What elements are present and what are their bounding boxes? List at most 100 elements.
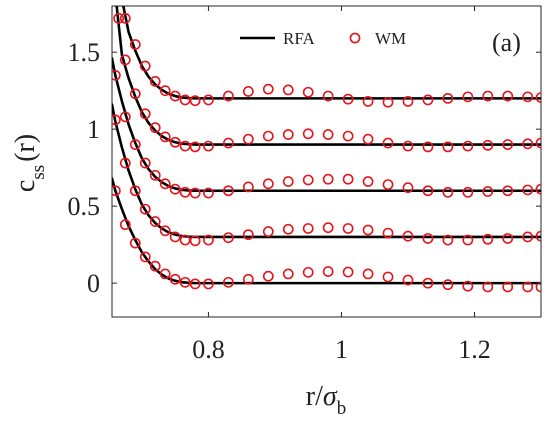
wm-point: [169, 136, 181, 148]
wm-point: [482, 90, 494, 102]
wm-point: [282, 84, 294, 96]
wm-point: [119, 12, 131, 24]
x-tick-label: 1: [335, 335, 348, 364]
wm-point: [482, 233, 494, 245]
y-tick-label: 1.5: [68, 38, 101, 67]
wm-point: [342, 223, 354, 234]
wm-point: [462, 140, 474, 152]
wm-point: [362, 176, 374, 187]
rfa-curve-0: [112, 177, 541, 285]
wm-point: [362, 224, 374, 236]
wm-point: [342, 173, 354, 185]
wm-point: [302, 223, 314, 234]
wm-point: [262, 83, 274, 95]
wm-point: [522, 281, 534, 293]
wm-point: [502, 281, 514, 293]
legend-wm-label: WM: [375, 29, 406, 48]
x-axis-label: r/σb: [306, 381, 346, 419]
wm-point: [189, 187, 201, 199]
wm-point: [149, 76, 161, 87]
wm-point: [382, 227, 394, 239]
wm-point: [179, 276, 191, 288]
wm-point: [203, 94, 214, 106]
wm-point: [522, 91, 534, 103]
wm-point: [342, 93, 354, 105]
wm-point: [189, 95, 201, 107]
y-tick-label: 0: [87, 269, 100, 298]
wm-point: [535, 92, 541, 104]
series-layer: [112, 6, 541, 293]
wm-point: [422, 185, 434, 197]
wm-point: [222, 90, 234, 102]
y-axis-label-main: c: [10, 180, 41, 192]
wm-point: [322, 266, 334, 277]
wm-point: [382, 137, 394, 149]
wm-point: [262, 178, 274, 190]
x-axis-label-symbol: σ: [323, 381, 338, 412]
wm-point: [159, 225, 171, 237]
wm-point: [242, 133, 254, 145]
wm-point: [159, 178, 171, 190]
rfa-curve-4: [122, 6, 541, 100]
wm-point: [159, 131, 171, 143]
wm-point: [535, 230, 541, 242]
wm-point: [112, 69, 121, 81]
legend-wm-circle-swatch: [349, 32, 361, 44]
wm-point: [179, 94, 191, 106]
wm-point: [422, 277, 434, 289]
wm-point: [522, 184, 534, 196]
wm-point: [222, 185, 234, 197]
wm-point: [362, 96, 374, 107]
wm-point: [119, 111, 131, 123]
wm-point: [203, 187, 214, 199]
wm-point: [129, 39, 141, 50]
wm-point: [169, 231, 181, 243]
wm-point: [189, 278, 201, 290]
rfa-curve-2: [112, 57, 541, 193]
wm-point: [112, 185, 121, 197]
y-axis-label-sub: ss: [28, 165, 49, 180]
x-axis: 0.8 1 1.2: [192, 6, 491, 364]
y-axis: 0 0.5 1 1.5: [68, 38, 541, 298]
wm-point: [302, 86, 314, 98]
wm-point: [119, 157, 131, 169]
wm-point: [442, 141, 454, 153]
wm-point: [362, 268, 374, 280]
wm-point: [402, 96, 414, 107]
wm-point: [535, 281, 541, 293]
y-tick-label: 1: [87, 115, 100, 144]
panel-label: (a): [492, 28, 521, 57]
wm-point: [402, 230, 414, 242]
wm-point: [402, 182, 414, 194]
y-tick-label: 0.5: [68, 192, 101, 221]
wm-point: [535, 183, 541, 195]
wm-point: [129, 237, 141, 249]
x-axis-label-main: r/: [306, 381, 323, 412]
wm-point: [262, 270, 274, 282]
wm-point: [242, 229, 254, 241]
wm-point: [112, 114, 121, 126]
wm-point: [159, 85, 171, 97]
wm-point: [149, 169, 161, 181]
wm-point: [159, 268, 171, 280]
wm-point: [402, 274, 414, 286]
wm-point: [342, 266, 354, 278]
wm-point: [282, 129, 294, 140]
wm-point: [179, 234, 191, 246]
wm-point: [222, 232, 234, 244]
wm-point: [139, 60, 151, 72]
wm-point: [442, 234, 454, 246]
wm-point: [203, 234, 214, 246]
wm-point: [203, 278, 214, 290]
wm-point: [149, 260, 161, 272]
legend: RFA WM: [240, 29, 406, 48]
x-tick-label: 0.8: [192, 335, 225, 364]
wm-point: [482, 139, 494, 151]
wm-point: [402, 140, 414, 152]
wm-point: [119, 54, 131, 66]
wm-point: [382, 179, 394, 190]
wm-point: [139, 203, 151, 215]
wm-point: [189, 235, 201, 247]
wm-point: [169, 183, 181, 195]
